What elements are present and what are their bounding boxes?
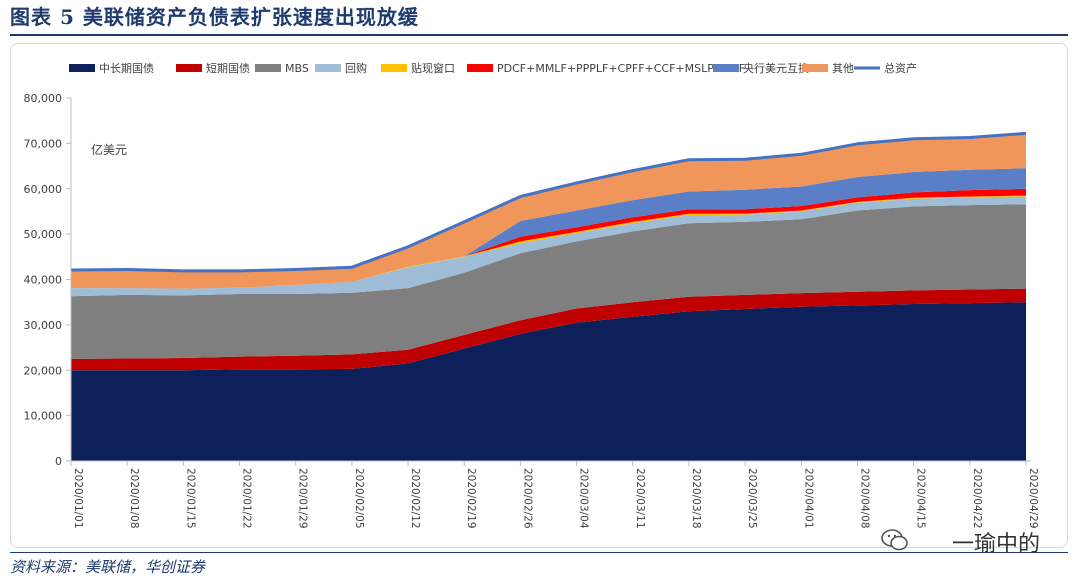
wechat-icon — [881, 529, 908, 551]
x-tick-label: 2020/02/26 — [521, 468, 533, 529]
x-tick-label: 2020/02/12 — [409, 468, 421, 529]
legend-label: MBS — [285, 62, 309, 75]
y-tick-label: 70,000 — [24, 137, 63, 150]
y-tick-label: 50,000 — [24, 228, 63, 241]
figure-title: 图表 5 美联储资产负债表扩张速度出现放缓 — [10, 5, 419, 29]
x-tick-label: 2020/04/08 — [859, 468, 871, 529]
area-series — [71, 204, 1026, 359]
area-series — [71, 133, 1026, 289]
area-series — [71, 196, 1026, 297]
y-tick-label: 40,000 — [24, 274, 63, 287]
x-tick-label: 2020/04/29 — [1027, 468, 1039, 529]
total-assets-line — [70, 131, 1027, 273]
y-tick-label: 60,000 — [24, 183, 63, 196]
x-tick-label: 2020/02/19 — [465, 468, 477, 529]
y-tick-label: 0 — [55, 455, 62, 468]
title-rule — [10, 34, 1068, 36]
legend-swatch — [381, 64, 407, 72]
legend-label: 贴现窗口 — [411, 61, 455, 75]
y-tick-label: 80,000 — [24, 92, 63, 105]
x-tick-label: 2020/01/08 — [128, 468, 140, 529]
area-series — [71, 302, 1026, 461]
legend-swatch — [255, 64, 281, 72]
legend-swatch — [713, 64, 739, 72]
legend-swatch — [467, 64, 493, 72]
legend-label: 短期国债 — [206, 61, 250, 75]
x-tick-label: 2020/03/18 — [690, 468, 702, 529]
x-tick-label: 2020/03/04 — [578, 468, 590, 529]
x-tick-label: 2020/01/15 — [184, 468, 196, 529]
x-tick-label: 2020/03/25 — [746, 468, 758, 529]
legend-swatch — [315, 64, 341, 72]
unit-label: 亿美元 — [91, 142, 127, 157]
x-tick-label: 2020/01/22 — [241, 468, 253, 529]
x-tick-label: 2020/02/05 — [353, 468, 365, 529]
area-series — [71, 168, 1026, 289]
source-note: 资料来源：美联储，华创证券 — [10, 558, 206, 576]
x-tick-label: 2020/01/29 — [297, 468, 309, 529]
legend-swatch — [176, 64, 202, 72]
watermark-text: 一瑜中的 — [951, 532, 1040, 557]
stacked-area-chart: 0 10,000 20,000 30,000 40,000 50,000 60,000 70,… — [24, 61, 1040, 529]
legend-swatch — [802, 64, 828, 72]
footer-rule — [10, 552, 1068, 553]
x-tick-label: 2020/04/15 — [915, 468, 927, 529]
y-tick-label: 20,000 — [24, 364, 63, 377]
legend-label: PDCF+MMLF+PPPLF+CPFF+CCF+MSLP+MLF — [497, 62, 745, 75]
chart-panel: 0 10,000 20,000 30,000 40,000 50,000 60,000 70,… — [10, 43, 1068, 548]
x-tick-label: 2020/04/01 — [802, 468, 814, 529]
legend-label: 央行美元互换 — [743, 61, 809, 75]
legend-label: 中长期国债 — [99, 61, 154, 75]
legend-swatch — [69, 64, 95, 72]
y-tick-label: 30,000 — [24, 319, 63, 332]
x-tick-label: 2020/01/01 — [72, 468, 84, 529]
legend-label: 回购 — [345, 61, 367, 75]
legend-label: 总资产 — [884, 61, 917, 75]
x-tick-label: 2020/04/22 — [971, 468, 983, 529]
y-tick-label: 10,000 — [24, 410, 63, 423]
legend-label: 其他 — [832, 62, 854, 75]
x-tick-label: 2020/03/11 — [634, 468, 646, 529]
area-series — [71, 288, 1026, 371]
